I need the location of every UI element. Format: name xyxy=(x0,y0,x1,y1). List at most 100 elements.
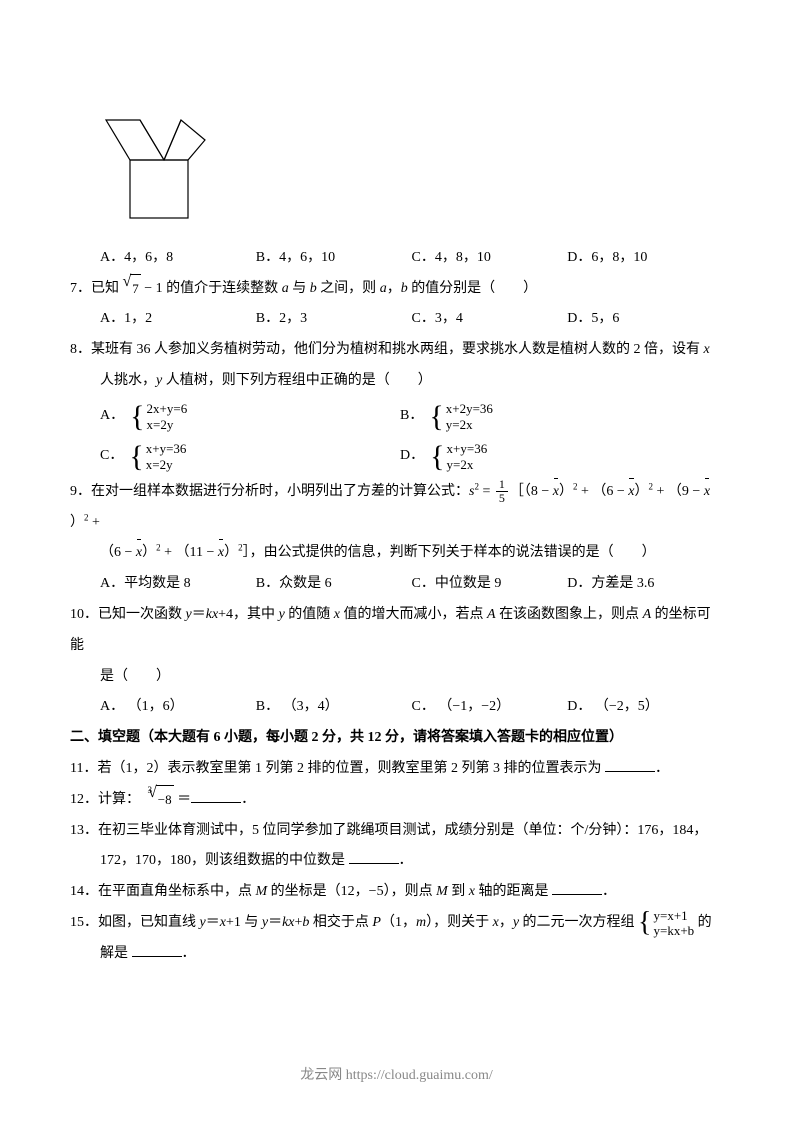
q9-opt-a: A．平均数是 8 xyxy=(100,569,256,600)
cuberoot-icon: 3√−8 xyxy=(144,785,174,815)
q9-p4: + xyxy=(161,545,176,560)
q6-opt-a: A．4，6，8 xyxy=(100,243,256,274)
q10-eq: ＝ xyxy=(192,607,206,622)
xbar-icon: x xyxy=(218,538,224,569)
q15-mid: 相交于点 xyxy=(309,915,372,930)
q14-post: 到 xyxy=(448,884,469,899)
q8-opt-a: A． {2x+y=6x=2y xyxy=(100,397,400,437)
diagram-svg xyxy=(100,80,230,220)
q8-col-left: A． {2x+y=6x=2y C． {x+y=36x=2y xyxy=(100,397,400,477)
sqrt-icon: √7 xyxy=(123,274,141,304)
q13-l2: 172，170，180，则该组数据的中位数是 xyxy=(100,853,349,868)
q8-a-eq1: 2x+y=6 xyxy=(147,401,188,417)
q9-eq: = xyxy=(479,484,494,499)
q9-l2post: ，由公式提供的信息，判断下列关于样本的说法错误的是（ ） xyxy=(250,545,656,560)
brace-icon: {x+y=36y=2x xyxy=(430,441,487,473)
q14-tail: ． xyxy=(602,884,616,899)
q15-tail: 的 xyxy=(698,915,712,930)
xbar-icon: x xyxy=(136,538,142,569)
q15-pre: 15．如图，已知直线 xyxy=(70,915,200,930)
q10-opt-a: A． （1，6） xyxy=(100,692,256,723)
brace-icon: {x+y=36x=2y xyxy=(129,441,186,473)
q7-stem: 7．已知 √7 − 1 的值介于连续整数 a 与 b 之间，则 a，b 的值分别… xyxy=(70,274,723,305)
fraction-icon: 15 xyxy=(496,478,508,505)
xbar-icon: x xyxy=(553,477,559,508)
q10-opt-b: B． （3，4） xyxy=(256,692,412,723)
q15-P: P xyxy=(372,915,381,930)
q13-line2: 172，170，180，则该组数据的中位数是 ． xyxy=(100,846,723,877)
q7-b: b xyxy=(310,281,317,296)
q9-bc: ］ xyxy=(243,545,250,560)
q14-M2: M xyxy=(436,884,448,899)
q9-line1: 9．在对一组样本数据进行分析时，小明列出了方差的计算公式：s2 = 15［（8 … xyxy=(70,477,723,539)
q15-comma: ， xyxy=(499,915,513,930)
q11-text: 11．若（1，2）表示教室里第 1 列第 2 排的位置，则教室里第 2 列第 3… xyxy=(70,761,605,776)
q7-opt-c: C．3，4 xyxy=(412,304,568,335)
brace-icon: {y=x+1y=kx+b xyxy=(638,908,694,938)
q8-b-eq2: y=2x xyxy=(446,417,493,433)
q10-A: A xyxy=(487,607,496,622)
q8-opt-b: B． {x+2y=36y=2x xyxy=(400,397,700,437)
q9-options: A．平均数是 8 B．众数是 6 C．中位数是 9 D．方差是 3.6 xyxy=(100,569,723,600)
q15-post: 的二元一次方程组 xyxy=(519,915,635,930)
q9-num: 1 xyxy=(496,478,508,492)
q7-rad-arg: 7 xyxy=(130,274,141,304)
q7-pre: 7．已知 xyxy=(70,281,119,296)
xbar-icon: x xyxy=(628,477,634,508)
q13-tail: ． xyxy=(399,853,413,868)
q12-idx: 3 xyxy=(148,781,153,801)
q11-tail: ． xyxy=(655,761,669,776)
q10-opt-d: D． （−2，5） xyxy=(567,692,723,723)
q9-den: 5 xyxy=(496,492,508,505)
q9-opt-d: D．方差是 3.6 xyxy=(567,569,723,600)
brace-icon: {x+2y=36y=2x xyxy=(429,401,493,433)
q7-end: 的值分别是（ ） xyxy=(408,281,538,296)
q9-t2b: ） xyxy=(635,484,649,499)
q15-c2: ），则关于 xyxy=(426,915,493,930)
q8-b-label: B． xyxy=(400,401,423,432)
q7-b2: b xyxy=(401,281,408,296)
q8-line2: 人挑水，y 人植树，则下列方程组中正确的是（ ） xyxy=(100,366,723,397)
q9-t4a: （6 − xyxy=(100,545,136,560)
q10-options: A． （1，6） B． （3，4） C． （−1，−2） D． （−2，5） xyxy=(100,692,723,723)
q10-post2: 在该函数图象上，则点 xyxy=(496,607,643,622)
q8-d-label: D． xyxy=(400,441,424,472)
q8-c-eq2: x=2y xyxy=(146,457,187,473)
q8-a-eq2: x=2y xyxy=(147,417,188,433)
q8-opt-c: C． {x+y=36x=2y xyxy=(100,437,400,477)
blank-line xyxy=(552,880,602,895)
q9-p3: + xyxy=(89,515,100,530)
q8-line1: 8．某班有 36 人参加义务植树劳动，他们分为植树和挑水两组，要求挑水人数是植树… xyxy=(70,335,723,366)
q15-line2: 解是 ． xyxy=(100,939,723,970)
q10-p4: +4，其中 xyxy=(218,607,278,622)
xbar-icon: x xyxy=(704,477,710,508)
q9-t3b: ） xyxy=(70,515,84,530)
q7-a2: a xyxy=(380,281,387,296)
blank-line xyxy=(605,757,655,772)
q10-mid: 的值随 xyxy=(285,607,334,622)
q9-t2a: （6 − xyxy=(592,484,628,499)
brace-icon: {2x+y=6x=2y xyxy=(130,401,187,433)
q14-pre: 14．在平面直角坐标系中，点 xyxy=(70,884,256,899)
q9-t1a: （8 − xyxy=(524,484,553,499)
q7-and: 与 xyxy=(289,281,310,296)
blank-line xyxy=(191,788,241,803)
q12-arg: −8 xyxy=(156,785,174,815)
q10-A2: A xyxy=(643,607,652,622)
q7-opt-d: D．5，6 xyxy=(567,304,723,335)
exam-page: A．4，6，8 B．4，6，10 C．4，8，10 D．6，8，10 7．已知 … xyxy=(0,0,793,1122)
q14-mid: 的坐标是（12，−5），则点 xyxy=(267,884,436,899)
q15-e2: ＝ xyxy=(268,915,282,930)
q9-t4b: ） xyxy=(142,545,156,560)
q8-options: A． {2x+y=6x=2y C． {x+y=36x=2y B． {x+2y=3… xyxy=(100,397,723,477)
q10-post1: 值的增大而减小，若点 xyxy=(340,607,487,622)
q15-m: m xyxy=(416,915,426,930)
q15-sys-eq1: y=x+1 xyxy=(653,908,694,923)
q7-comma: ， xyxy=(387,281,401,296)
q8-l2-post: 人植树，则下列方程组中正确的是（ ） xyxy=(162,373,432,388)
q14: 14．在平面直角坐标系中，点 M 的坐标是（12，−5），则点 M 到 x 轴的… xyxy=(70,877,723,908)
q9-t1b: ） xyxy=(559,484,573,499)
q15-sys-eq2: y=kx+b xyxy=(653,923,694,938)
q14-axis: 轴的距离是 xyxy=(475,884,552,899)
q12-tail: ． xyxy=(241,792,255,807)
